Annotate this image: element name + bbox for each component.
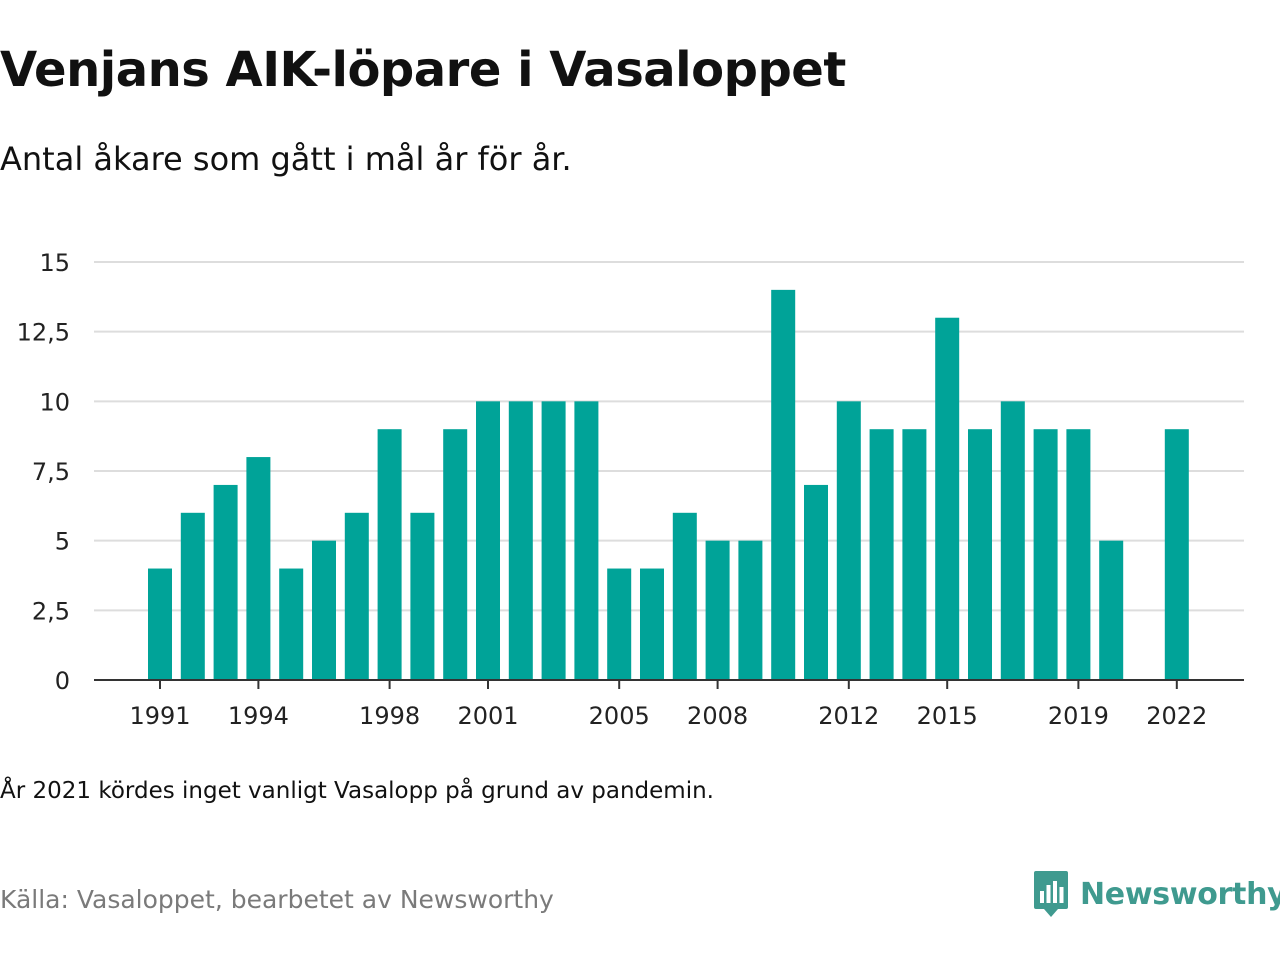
brand-logo[interactable]: Newsworthy xyxy=(1032,869,1280,919)
bar-1999 xyxy=(410,512,435,680)
bar-2011 xyxy=(804,484,828,680)
bar-2022 xyxy=(1164,429,1189,680)
bar-1996 xyxy=(312,540,336,680)
bars xyxy=(148,289,1189,680)
newsworthy-logo-icon xyxy=(1034,871,1068,917)
tick-labels: 0 2,5 5 7,5 10 12,5 15 1991 1994 1998 2001 2005 2008… xyxy=(17,249,1208,730)
brand-name: Newsworthy xyxy=(1080,876,1280,912)
y-tick-label: 7,5 xyxy=(32,458,70,486)
bar-2017 xyxy=(1000,401,1025,680)
axes xyxy=(94,679,1244,689)
bar-2005 xyxy=(607,568,632,680)
y-tick-label: 12,5 xyxy=(17,319,70,347)
bar-2014 xyxy=(902,429,927,680)
bar-2015 xyxy=(935,317,960,680)
x-tick-label: 1994 xyxy=(228,702,289,730)
y-tick-label: 2,5 xyxy=(32,597,70,625)
bar-1997 xyxy=(344,512,369,680)
bar-1993 xyxy=(213,484,238,680)
bar-2020 xyxy=(1099,540,1124,680)
bar-2003 xyxy=(541,401,566,680)
bar-2007 xyxy=(672,512,697,680)
x-tick-label: 2008 xyxy=(687,702,748,730)
chart-title: Venjans AIK-löpare i Vasaloppet xyxy=(0,42,846,98)
bar-2018 xyxy=(1033,429,1058,680)
y-tick-label: 15 xyxy=(39,249,70,277)
bar-1998 xyxy=(377,429,402,680)
bar-2009 xyxy=(738,540,763,680)
x-tick-label: 2005 xyxy=(589,702,650,730)
bar-1992 xyxy=(180,512,205,680)
y-tick-label: 10 xyxy=(39,388,70,416)
chart-subtitle: Antal åkare som gått i mål år för år. xyxy=(0,140,572,178)
bar-2006 xyxy=(640,568,664,680)
x-tick-label: 2001 xyxy=(457,702,518,730)
bar-1995 xyxy=(279,568,304,680)
x-tick-label: 1991 xyxy=(129,702,190,730)
bar-2019 xyxy=(1066,429,1091,680)
bar-2008 xyxy=(705,540,730,680)
y-tick-label: 5 xyxy=(55,528,70,556)
bar-chart: 0 2,5 5 7,5 10 12,5 15 1991 1994 1998 2001 2005 2008… xyxy=(17,249,1244,730)
x-tick-label: 1998 xyxy=(359,702,420,730)
bar-2013 xyxy=(869,429,894,680)
chart-note: År 2021 kördes inget vanligt Vasalopp på… xyxy=(0,778,714,804)
bar-2016 xyxy=(968,429,992,680)
bar-2001 xyxy=(476,401,500,680)
bar-2004 xyxy=(574,401,599,680)
bar-2012 xyxy=(836,401,861,680)
bar-2002 xyxy=(508,401,533,680)
x-tick-label: 2015 xyxy=(917,702,978,730)
x-tick-label: 2019 xyxy=(1048,702,1109,730)
y-tick-label: 0 xyxy=(55,667,70,695)
bar-1994 xyxy=(246,457,271,680)
bar-2010 xyxy=(771,289,796,680)
source-credit: Källa: Vasaloppet, bearbetet av Newswort… xyxy=(0,885,554,914)
x-tick-label: 2012 xyxy=(818,702,879,730)
bar-2000 xyxy=(443,429,468,680)
x-tick-label: 2022 xyxy=(1146,702,1207,730)
bar-1991 xyxy=(148,568,172,680)
